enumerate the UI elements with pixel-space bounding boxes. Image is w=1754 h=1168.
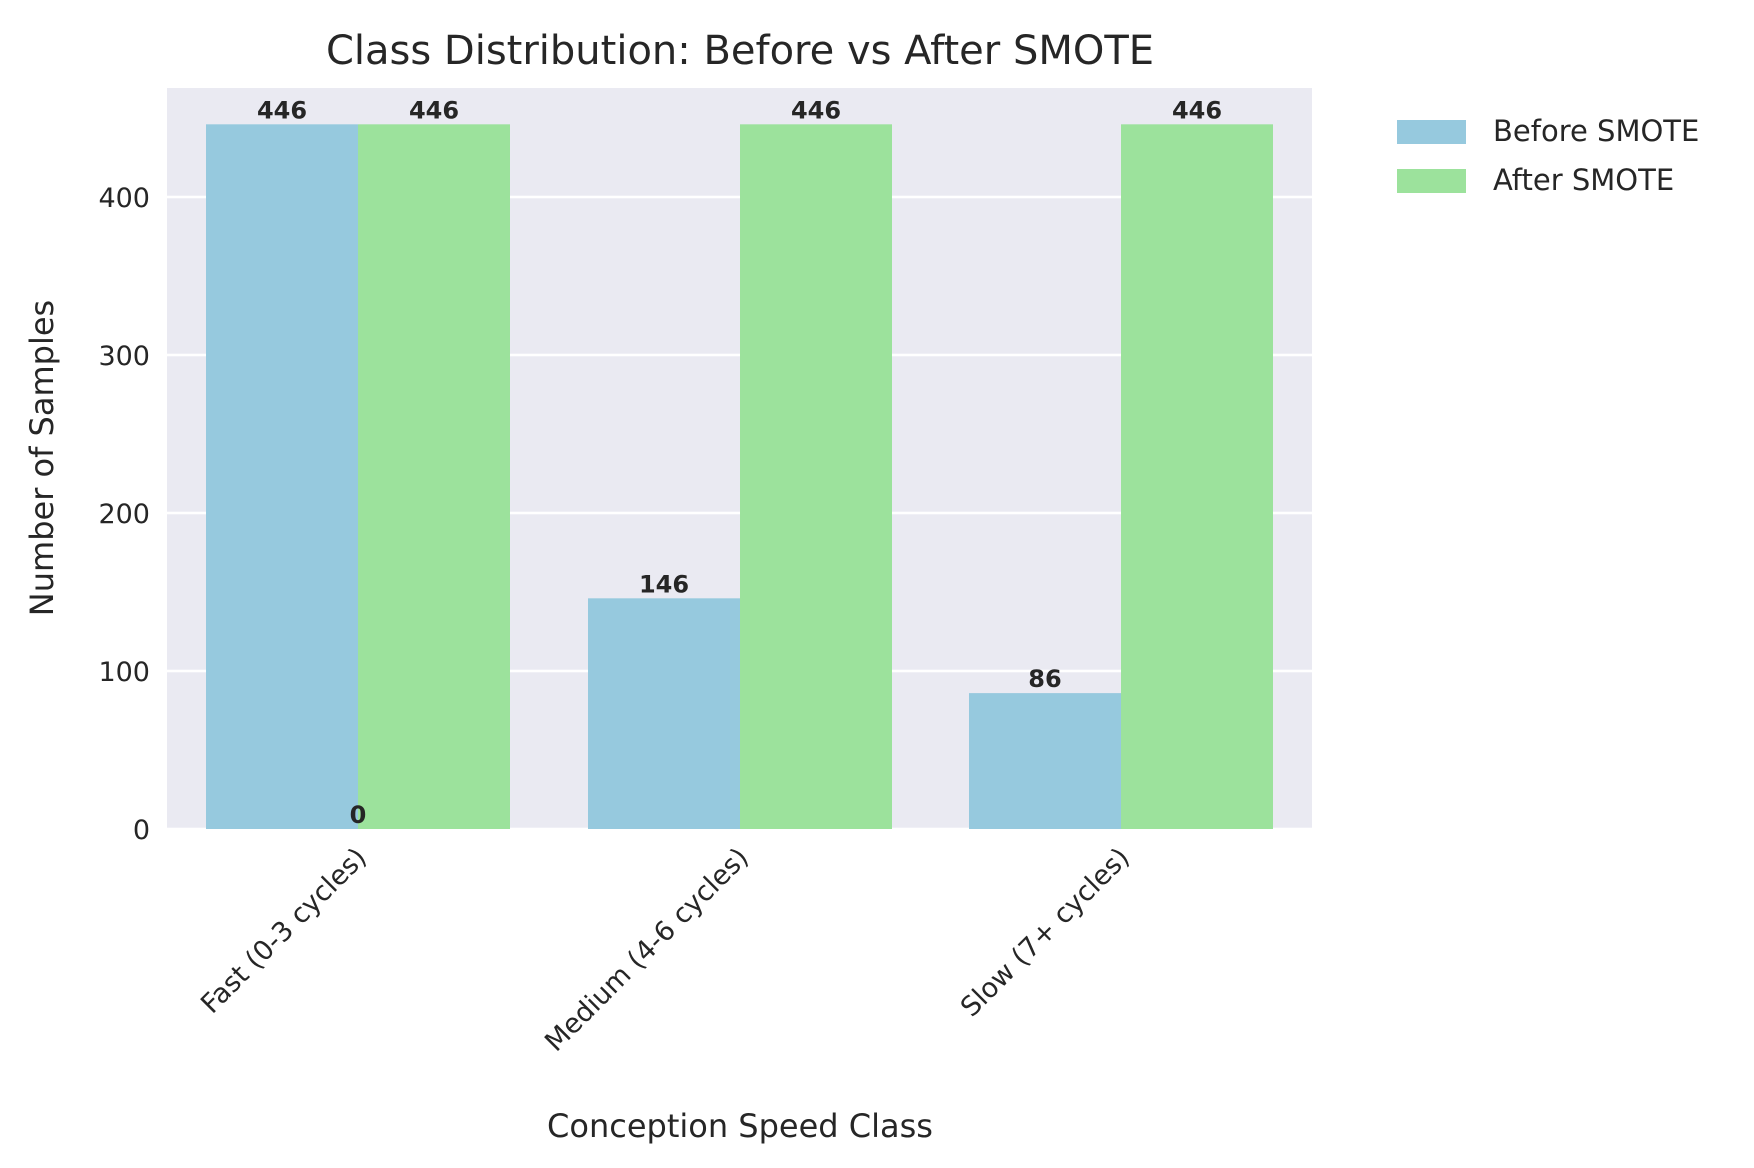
x-tick-label: Medium (4-6 cycles) — [539, 842, 755, 1058]
annotation-label: 0 — [350, 801, 367, 829]
data-label: 86 — [1028, 665, 1061, 693]
data-label: 446 — [257, 96, 307, 124]
y-tick-label: 400 — [98, 183, 150, 214]
legend-label: Before SMOTE — [1493, 114, 1699, 148]
x-axis-label: Conception Speed Class — [547, 1107, 933, 1145]
legend-swatch — [1397, 169, 1466, 193]
data-label: 446 — [409, 96, 459, 124]
legend-label: After SMOTE — [1493, 163, 1674, 197]
y-tick-label: 0 — [133, 815, 150, 846]
bars — [206, 124, 1273, 829]
y-axis-ticks: 0 100 200 300 400 — [98, 183, 150, 846]
bar-after-0 — [358, 124, 510, 829]
x-tick-label: Fast (0-3 cycles) — [195, 842, 373, 1020]
data-label: 446 — [791, 96, 841, 124]
y-tick-label: 200 — [98, 499, 150, 530]
bar-before-0 — [206, 124, 358, 829]
bar-before-1 — [588, 598, 740, 829]
legend: Before SMOTE After SMOTE — [1397, 114, 1699, 197]
bar-before-2 — [969, 693, 1121, 829]
data-label: 146 — [639, 570, 689, 598]
legend-swatch — [1397, 120, 1466, 144]
bar-after-1 — [740, 124, 892, 829]
y-axis-label: Number of Samples — [23, 300, 61, 616]
x-axis-ticks: Fast (0-3 cycles) Medium (4-6 cycles) Slow… — [195, 842, 1136, 1058]
data-label: 446 — [1172, 96, 1222, 124]
data-labels: 446 146 86 446 446 446 0 — [257, 96, 1222, 829]
y-tick-label: 100 — [98, 657, 150, 688]
bar-after-2 — [1121, 124, 1273, 829]
x-tick-label: Slow (7+ cycles) — [955, 842, 1136, 1023]
y-tick-label: 300 — [98, 341, 150, 372]
chart-title: Class Distribution: Before vs After SMOT… — [326, 28, 1154, 74]
